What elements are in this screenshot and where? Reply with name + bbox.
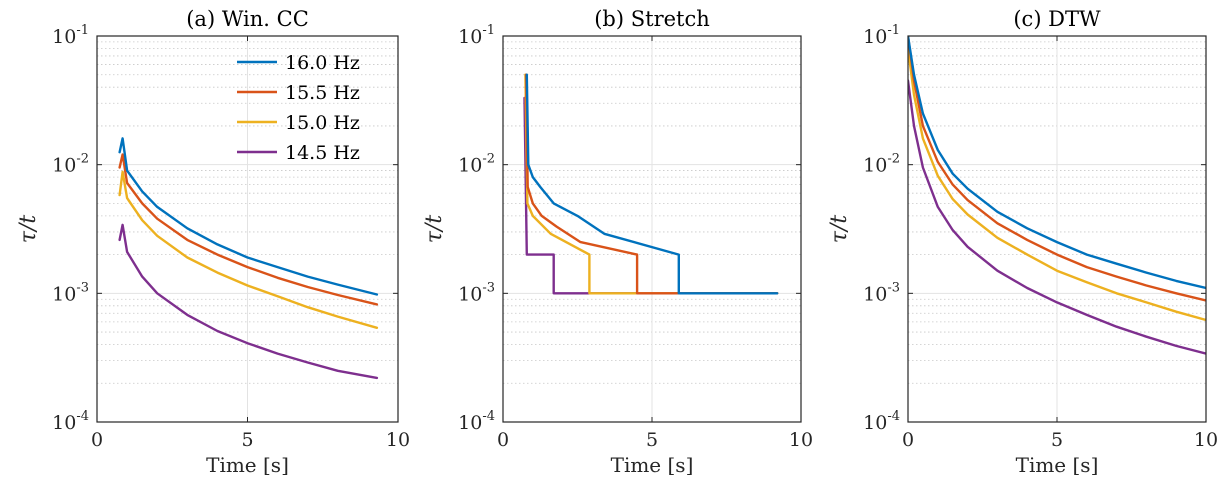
y-axis-label: τ/t	[16, 215, 41, 244]
y-axis-label: τ/t	[422, 215, 447, 244]
series-line-16-0-Hz	[908, 36, 1206, 290]
x-tick-label: 0	[902, 429, 914, 451]
x-axis-label: Time [s]	[206, 453, 289, 477]
legend-entry: 16.0 Hz	[285, 52, 360, 74]
panel-3: 0 5 10 10-4 10-3 10-2 10-1 (c) DTW Time [s] τ/t	[827, 7, 1218, 477]
y-tick-label: 10-3	[863, 280, 900, 305]
series-line-16-0-Hz	[118, 137, 379, 296]
x-tick-label: 0	[91, 429, 103, 451]
series-line-14-5-Hz	[523, 96, 639, 295]
series-line-15-0-Hz	[908, 47, 1206, 322]
series-line-14-5-Hz	[908, 79, 1206, 355]
y-tick-label: 10-4	[458, 409, 495, 434]
x-axis-label: Time [s]	[611, 453, 694, 477]
panel-1: 0 5 10 10-4 10-3 10-2 10-1 (a) Win. CC Time [s] τ…	[16, 7, 410, 477]
panel-2: 0 5 10 10-4 10-3 10-2 10-1 (b) Stretch Time [s] τ…	[422, 7, 813, 477]
x-tick-label: 5	[1051, 429, 1063, 451]
series-group	[908, 36, 1206, 355]
legend-entry: 14.5 Hz	[285, 142, 360, 164]
legend-entry: 15.5 Hz	[285, 82, 360, 104]
x-tick-label: 0	[497, 429, 509, 451]
series-line-15-5-Hz	[525, 73, 779, 295]
y-tick-label: 10-1	[863, 23, 900, 48]
series-group	[118, 137, 379, 380]
y-tick-label: 10-1	[458, 23, 495, 48]
y-tick-label: 10-1	[52, 23, 89, 48]
series-line-15-5-Hz	[908, 36, 1206, 302]
y-tick-label: 10-2	[458, 152, 495, 177]
y-tick-label: 10-3	[458, 280, 495, 305]
y-tick-label: 10-4	[52, 409, 89, 434]
legend-entry: 15.0 Hz	[285, 112, 360, 134]
y-axis-label: τ/t	[827, 215, 852, 244]
series-line-15-5-Hz	[118, 153, 379, 306]
x-tick-label: 5	[646, 429, 658, 451]
x-tick-label: 10	[1194, 429, 1218, 451]
x-tick-label: 10	[386, 429, 410, 451]
series-line-15-0-Hz	[118, 170, 379, 329]
y-tick-label: 10-2	[52, 152, 89, 177]
series-line-16-0-Hz	[525, 73, 779, 295]
x-axis-label: Time [s]	[1016, 453, 1099, 477]
x-tick-label: 5	[241, 429, 253, 451]
series-line-15-0-Hz	[524, 73, 779, 295]
y-tick-label: 10-3	[52, 280, 89, 305]
x-tick-label: 10	[789, 429, 813, 451]
y-tick-label: 10-4	[863, 409, 900, 434]
series-group	[523, 73, 779, 295]
series-line-14-5-Hz	[118, 223, 379, 380]
panel-title: (c) DTW	[1013, 7, 1101, 31]
panel-title: (b) Stretch	[594, 7, 710, 31]
y-tick-label: 10-2	[863, 152, 900, 177]
panel-title: (a) Win. CC	[186, 7, 309, 31]
